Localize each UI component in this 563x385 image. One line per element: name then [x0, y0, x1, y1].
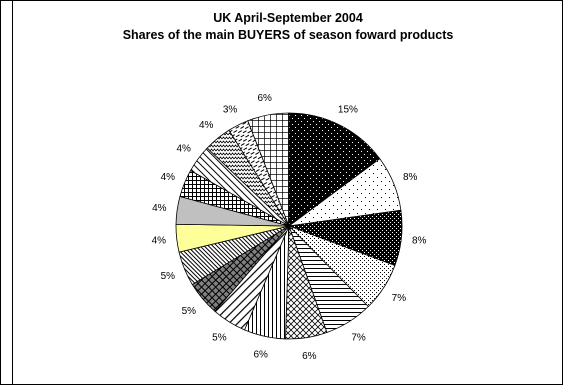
- slice-data-label: 7%: [392, 293, 407, 304]
- slice-data-label: 4%: [199, 120, 214, 131]
- slice-data-label: 4%: [152, 236, 167, 247]
- slice-data-label: 15%: [338, 105, 358, 116]
- slice-data-label: 8%: [412, 236, 427, 247]
- slice-data-label: 7%: [351, 333, 366, 344]
- slice-data-label: 8%: [403, 172, 418, 183]
- slice-data-label: 4%: [152, 203, 167, 214]
- chart-header: UK April-September 2004 Shares of the ma…: [13, 10, 563, 44]
- chart-subtitle: Shares of the main BUYERS of season fowa…: [122, 28, 454, 42]
- slice-data-label: 5%: [182, 306, 197, 317]
- slice-data-label: 4%: [176, 144, 191, 155]
- chart-title: UK April-September 2004: [213, 11, 363, 25]
- slice-data-label: 6%: [253, 349, 268, 360]
- slice-data-label: 4%: [161, 172, 176, 183]
- slice-data-label: 5%: [161, 271, 176, 282]
- slice-data-label: 6%: [302, 351, 317, 362]
- slice-data-label: 5%: [212, 333, 227, 344]
- pie-slice: [247, 112, 290, 227]
- slice-data-label: 3%: [223, 105, 238, 116]
- left-panel-divider: [12, 0, 13, 385]
- slice-data-label: 6%: [257, 93, 272, 104]
- pie-slice: [288, 112, 381, 227]
